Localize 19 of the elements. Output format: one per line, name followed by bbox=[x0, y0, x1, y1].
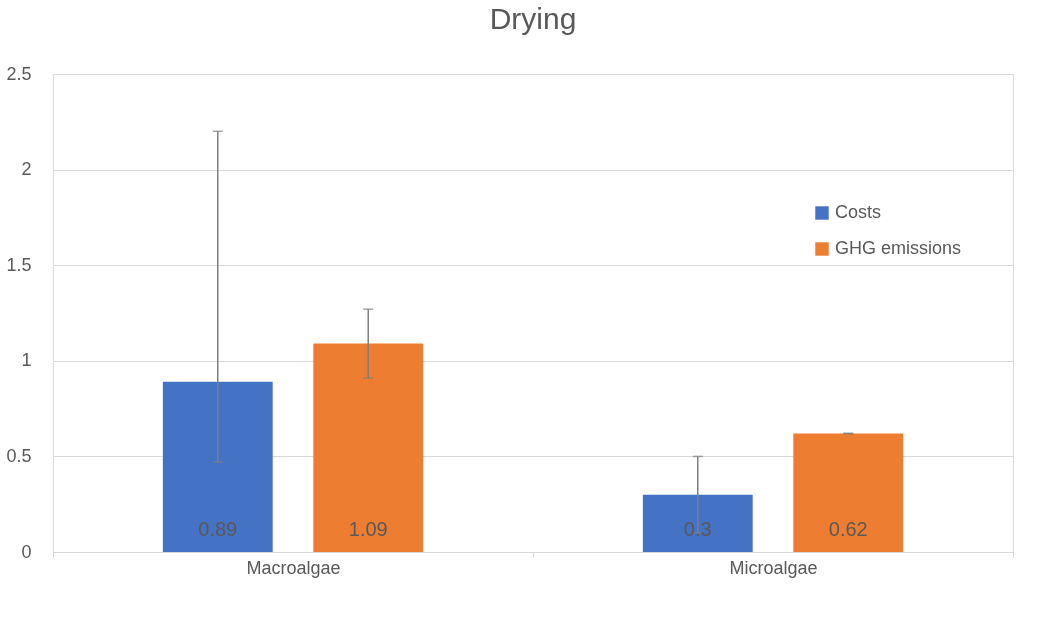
data-label: 0.89 bbox=[198, 518, 238, 540]
bar bbox=[642, 494, 753, 552]
y-tick-label: 2.5 bbox=[6, 63, 32, 84]
y-tick-label: 1.5 bbox=[6, 254, 32, 275]
bar bbox=[162, 381, 273, 552]
y-tick-label: 1 bbox=[21, 350, 32, 371]
bar bbox=[313, 343, 424, 552]
legend-label: Costs bbox=[835, 202, 882, 222]
y-tick-label: 2 bbox=[21, 159, 32, 180]
data-label: 0.62 bbox=[828, 518, 868, 540]
data-label: 0.3 bbox=[683, 518, 712, 540]
data-label: 1.09 bbox=[348, 518, 388, 540]
y-tick-label: 0.5 bbox=[6, 445, 32, 466]
chart-title: Drying bbox=[489, 2, 577, 35]
x-tick-label: Microalgae bbox=[729, 557, 818, 578]
bar bbox=[793, 433, 904, 552]
x-tick-label: Macroalgae bbox=[246, 557, 341, 578]
y-tick-label: 0 bbox=[21, 541, 32, 562]
legend-label: GHG emissions bbox=[835, 238, 962, 258]
